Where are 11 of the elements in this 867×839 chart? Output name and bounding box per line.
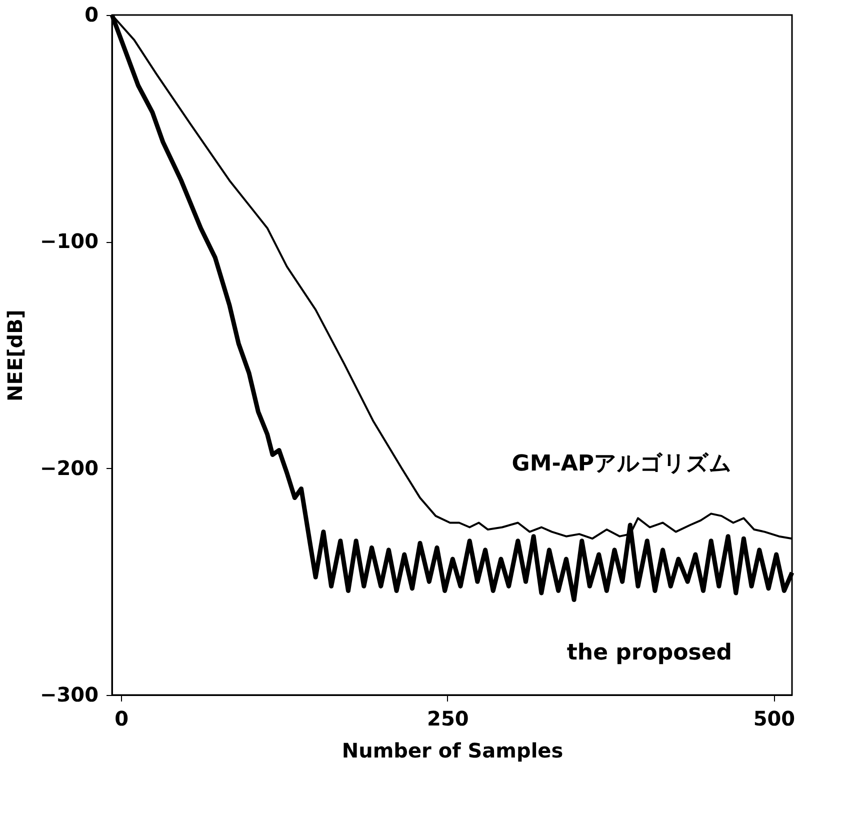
x-tick-label: 250 (427, 706, 469, 730)
series-label: GM-APアルゴリズム (512, 452, 732, 477)
x-tick-label: 0 (114, 706, 129, 730)
y-tick-label: −200 (40, 456, 98, 480)
y-axis-title: NEE[dB] (2, 310, 27, 402)
x-axis-title: Number of Samples (342, 738, 564, 762)
y-tick-label: −300 (40, 682, 98, 706)
series-label: the proposed (566, 640, 732, 666)
y-tick-label: 0 (84, 2, 98, 26)
x-tick-label: 500 (753, 706, 796, 730)
y-tick-label: −100 (40, 229, 98, 254)
